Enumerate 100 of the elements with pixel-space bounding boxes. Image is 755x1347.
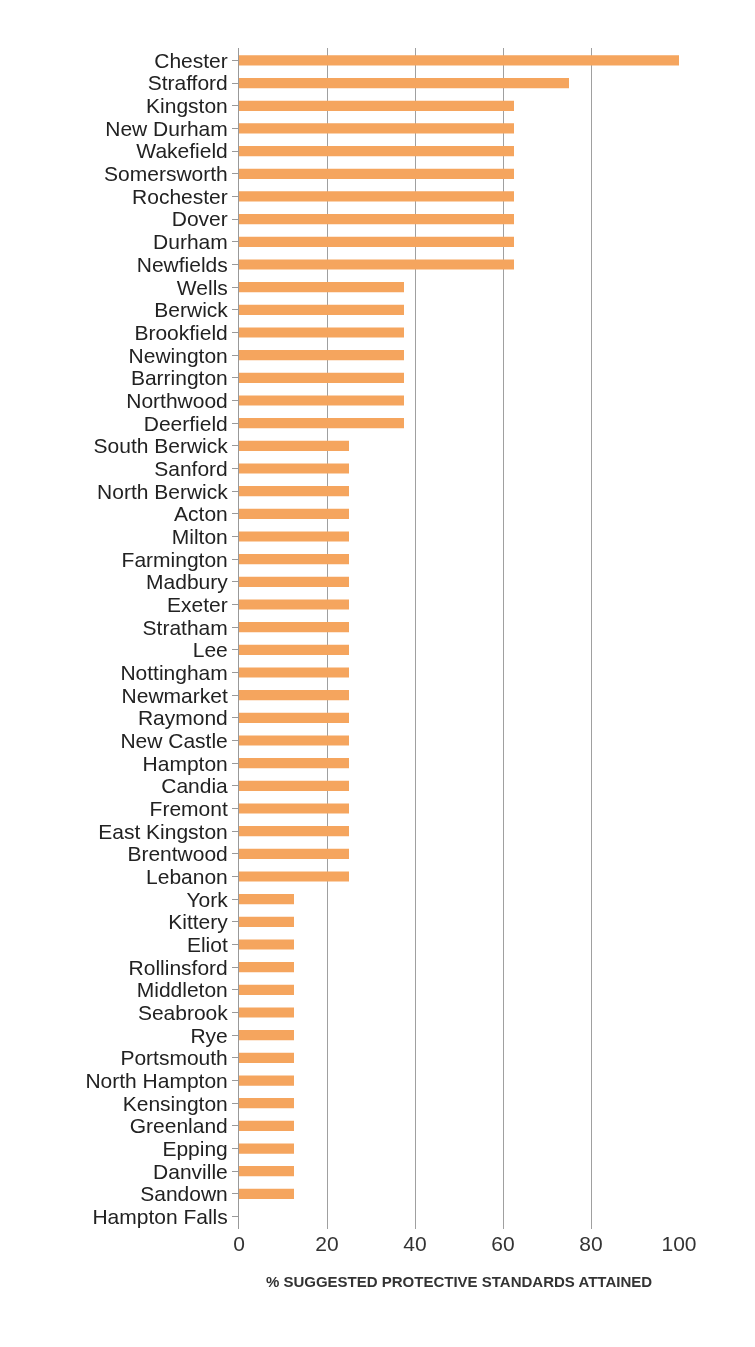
y-tick-label: Eliot [186, 932, 228, 956]
y-tick-label: Chester [154, 48, 228, 72]
y-tick-label: Milton [171, 524, 228, 548]
bar [239, 644, 349, 655]
y-tick-label: Wakefield [136, 139, 228, 163]
bar [239, 803, 349, 814]
bar [239, 848, 349, 859]
y-tick-label: Kensington [122, 1091, 228, 1115]
y-tick-label: Brentwood [127, 842, 228, 866]
y-tick-label: Middleton [136, 978, 228, 1002]
y-tick-label: Berwick [154, 298, 229, 322]
y-tick-label: Brookfield [134, 320, 228, 344]
y-tick-label: Madbury [146, 570, 229, 594]
bar [239, 1098, 294, 1109]
bar [239, 712, 349, 723]
y-tick-label: Barrington [130, 366, 228, 390]
y-tick-label: Newington [128, 343, 228, 367]
y-tick-label: Stratham [142, 615, 228, 639]
y-tick-label: South Berwick [93, 434, 229, 458]
bar [239, 123, 514, 134]
y-tick-label: Rollinsford [128, 955, 228, 979]
y-tick-label: Northwood [126, 388, 228, 412]
bar [239, 531, 349, 542]
x-axis-title: % SUGGESTED PROTECTIVE STANDARDS ATTAINED [265, 1273, 653, 1290]
bar [239, 962, 294, 973]
y-tick-label: Danville [153, 1159, 228, 1183]
bar [239, 1052, 294, 1063]
bar [239, 372, 404, 383]
y-tick-label: Acton [174, 502, 228, 526]
bar [239, 191, 514, 202]
bar [239, 554, 349, 565]
y-tick-label: Dover [171, 207, 228, 231]
y-tick-label: Greenland [129, 1114, 228, 1138]
bar [239, 508, 349, 519]
bar [239, 304, 404, 315]
bar [239, 1120, 294, 1131]
bar [239, 1143, 294, 1154]
y-tick-label: Raymond [137, 706, 228, 730]
bar [239, 690, 349, 701]
bar [239, 1166, 294, 1177]
bar [239, 214, 514, 225]
y-tick-label: Lee [192, 638, 228, 662]
y-tick-label: Kingston [146, 94, 228, 118]
y-tick-label: Newfields [136, 252, 228, 276]
bar [239, 894, 294, 905]
bar [239, 350, 404, 361]
y-tick-label: New Castle [120, 728, 228, 752]
x-tick-label: 40 [403, 1232, 427, 1255]
y-tick-label: Sandown [140, 1182, 228, 1206]
y-tick-label: Hampton Falls [92, 1204, 228, 1228]
y-tick-label: Somersworth [104, 162, 228, 186]
x-tick-label: 100 [661, 1232, 697, 1255]
y-tick-label: Rochester [132, 184, 228, 208]
y-tick-label: Sanford [154, 456, 228, 480]
y-tick-label: Deerfield [143, 411, 228, 435]
y-tick-label: Strafford [147, 71, 228, 95]
bar [239, 735, 349, 746]
x-tick-label: 20 [315, 1232, 339, 1255]
y-tick-label: York [186, 887, 229, 911]
bar [239, 463, 349, 474]
bar [239, 871, 349, 882]
bar [239, 758, 349, 769]
y-tick-label: New Durham [105, 116, 228, 140]
bar [239, 780, 349, 791]
bar [239, 486, 349, 497]
y-tick-label: Lebanon [146, 864, 228, 888]
bar [239, 78, 569, 89]
bar [239, 146, 514, 157]
bar [239, 259, 514, 270]
bar [239, 667, 349, 678]
x-tick-label: 60 [491, 1232, 515, 1255]
bar [239, 440, 349, 451]
bar [239, 939, 294, 950]
y-tick-label: North Berwick [97, 479, 229, 503]
y-tick-label: Fremont [149, 796, 228, 820]
y-tick-label: Newmarket [121, 683, 228, 707]
y-tick-label: Portsmouth [120, 1046, 228, 1070]
bar [239, 576, 349, 587]
bar [239, 1188, 294, 1199]
bar [239, 282, 404, 293]
bar [239, 168, 514, 179]
bar [239, 1007, 294, 1018]
y-tick-label: East Kingston [98, 819, 228, 843]
y-tick-label: Kittery [168, 910, 229, 934]
bar [239, 622, 349, 633]
bar [239, 418, 404, 429]
bar [239, 599, 349, 610]
bar [239, 916, 294, 927]
bar [239, 826, 349, 837]
bar [239, 984, 294, 995]
bar [239, 327, 404, 338]
bar [239, 236, 514, 247]
y-tick-label: Rye [190, 1023, 228, 1047]
bar [239, 395, 404, 406]
x-tick-label: 0 [233, 1232, 245, 1255]
y-tick-label: Hampton [142, 751, 228, 775]
y-tick-label: Candia [161, 774, 229, 798]
y-tick-label: Seabrook [137, 1000, 229, 1024]
bar [239, 1030, 294, 1041]
x-tick-label: 80 [579, 1232, 603, 1255]
